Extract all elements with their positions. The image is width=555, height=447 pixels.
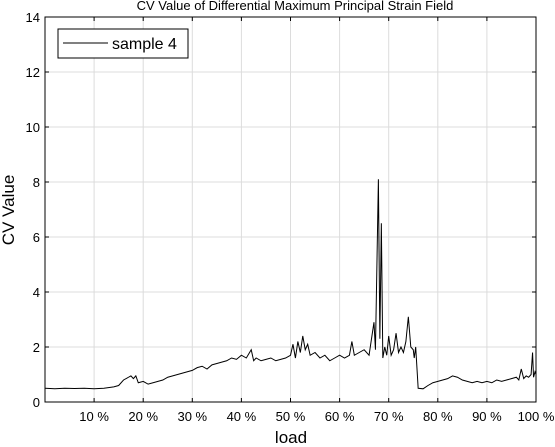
legend-label: sample 4 xyxy=(112,36,177,53)
legend: sample 4 xyxy=(57,28,189,59)
series-line-sample-4 xyxy=(44,179,537,390)
legend-box xyxy=(57,28,189,59)
x-tick-label: 60 % xyxy=(325,409,355,424)
y-tick-label: 14 xyxy=(26,10,40,25)
x-tick-label: 30 % xyxy=(177,409,207,424)
chart-title: CV Value of Differential Maximum Princip… xyxy=(137,0,454,13)
x-tick-label: 20 % xyxy=(128,409,158,424)
y-tick-label: 4 xyxy=(33,285,40,300)
x-tick-label: 100 % xyxy=(518,409,555,424)
y-tick-label: 0 xyxy=(33,395,40,410)
x-axis-label: load xyxy=(275,428,307,447)
x-tick-label: 70 % xyxy=(374,409,404,424)
x-tick-label: 40 % xyxy=(227,409,257,424)
y-tick-label: 8 xyxy=(33,175,40,190)
y-tick-label: 6 xyxy=(33,230,40,245)
x-tick-label: 80 % xyxy=(423,409,453,424)
ticks: 10 % 20 % 30 % 40 % 50 % 60 % 70 % 80 % 90 % 100 … xyxy=(26,10,555,424)
y-tick-label: 2 xyxy=(33,340,40,355)
x-tick-label: 90 % xyxy=(472,409,502,424)
y-tick-label: 10 xyxy=(26,120,40,135)
y-axis-label: CV Value xyxy=(0,175,18,246)
x-tick-label: 10 % xyxy=(79,409,109,424)
x-tick-label: 50 % xyxy=(276,409,306,424)
y-tick-label: 12 xyxy=(26,65,40,80)
series-layer xyxy=(44,179,537,390)
